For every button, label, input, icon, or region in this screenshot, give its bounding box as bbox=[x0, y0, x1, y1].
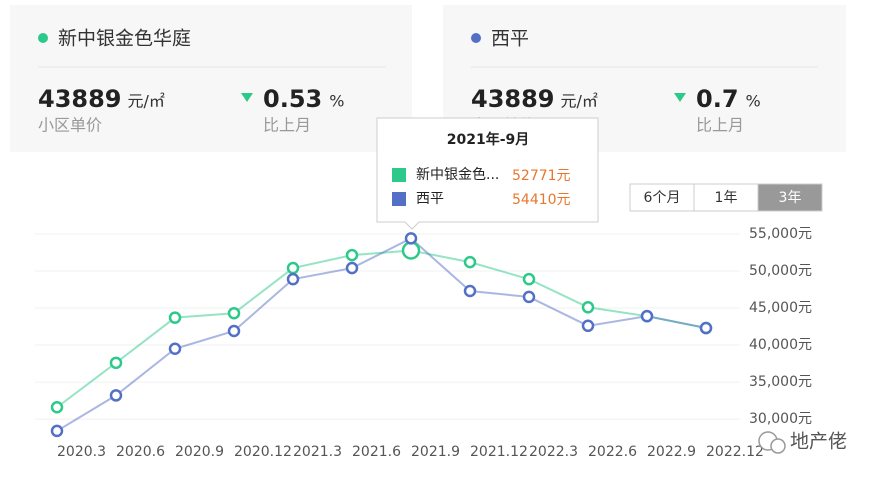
data-point bbox=[286, 261, 300, 275]
y-tick-label: 50,000元 bbox=[749, 263, 812, 279]
x-tick-label: 2022.3 bbox=[529, 444, 578, 460]
x-tick-label: 2020.6 bbox=[116, 444, 165, 460]
y-tick-label: 40,000元 bbox=[749, 337, 812, 353]
change-caption: 比上月 bbox=[696, 116, 744, 135]
price: 43889 bbox=[471, 85, 555, 113]
x-tick-label: 2021.12 bbox=[470, 444, 528, 460]
data-point bbox=[50, 400, 64, 414]
x-tick-label: 2022.9 bbox=[647, 444, 696, 460]
data-point bbox=[168, 311, 182, 324]
tooltip-box bbox=[376, 117, 599, 230]
watermark: 地产佬 bbox=[758, 431, 847, 454]
data-point bbox=[463, 284, 477, 298]
data-point bbox=[699, 321, 713, 335]
down-arrow bbox=[674, 93, 686, 102]
card-name: 新中银金色华庭 bbox=[58, 28, 191, 50]
x-tick-label: 2022.12 bbox=[706, 444, 764, 460]
data-point bbox=[286, 272, 300, 286]
data-point bbox=[109, 389, 123, 402]
tooltip-name: 西平 bbox=[416, 191, 444, 207]
tooltip-swatch bbox=[392, 192, 406, 206]
data-point bbox=[227, 324, 241, 338]
data-point bbox=[522, 272, 536, 286]
series-dot bbox=[38, 33, 48, 43]
tooltip-value: 54410元 bbox=[512, 192, 571, 208]
x-tick-label: 2020.12 bbox=[234, 444, 292, 460]
range-button-label[interactable]: 6个月 bbox=[644, 190, 681, 206]
range-button-label[interactable]: 1年 bbox=[715, 190, 738, 206]
data-point bbox=[345, 248, 359, 262]
x-tick-label: 2021.9 bbox=[411, 444, 460, 460]
data-point bbox=[404, 232, 418, 245]
x-tick-label: 2021.3 bbox=[293, 444, 342, 460]
x-tick-label: 2022.6 bbox=[588, 444, 637, 460]
data-point bbox=[401, 241, 421, 260]
x-tick-label: 2020.3 bbox=[57, 444, 106, 460]
data-point bbox=[522, 290, 536, 304]
y-tick-label: 30,000元 bbox=[749, 411, 812, 427]
price-caption: 小区单价 bbox=[38, 116, 102, 135]
watermark-text: 地产佬 bbox=[790, 431, 847, 453]
tooltip-value: 52771元 bbox=[512, 168, 571, 184]
series-dot bbox=[471, 33, 481, 43]
price-unit: 元/㎡ bbox=[128, 92, 165, 111]
change-unit: % bbox=[329, 92, 344, 111]
data-point bbox=[581, 301, 595, 314]
tooltip-title: 2021年-9月 bbox=[447, 131, 530, 148]
tooltip-swatch bbox=[392, 168, 406, 182]
change: 0.7 bbox=[696, 85, 739, 113]
range-button[interactable] bbox=[757, 183, 823, 212]
series-line bbox=[56, 237, 707, 432]
range-button-label[interactable]: 3年 bbox=[779, 190, 802, 206]
change-unit: % bbox=[746, 92, 761, 111]
data-point bbox=[227, 306, 241, 320]
x-tick-label: 2020.9 bbox=[175, 444, 224, 460]
range-button[interactable] bbox=[629, 183, 695, 212]
data-point bbox=[463, 255, 477, 269]
y-tick-label: 55,000元 bbox=[749, 226, 812, 242]
data-point bbox=[50, 424, 64, 438]
series-line bbox=[56, 249, 707, 409]
price: 43889 bbox=[38, 85, 122, 113]
y-tick-label: 45,000元 bbox=[749, 300, 812, 316]
card-name: 西平 bbox=[491, 28, 529, 50]
down-arrow bbox=[241, 93, 253, 102]
card-bg bbox=[10, 5, 412, 152]
change-caption: 比上月 bbox=[263, 116, 311, 135]
data-point bbox=[109, 356, 123, 370]
tooltip-name: 新中银金色... bbox=[416, 166, 499, 183]
change: 0.53 bbox=[263, 85, 322, 113]
data-point bbox=[168, 342, 182, 356]
x-tick-label: 2021.6 bbox=[352, 444, 401, 460]
price-unit: 元/㎡ bbox=[561, 92, 598, 111]
watermark-icon bbox=[770, 438, 786, 454]
data-point bbox=[581, 319, 595, 333]
y-tick-label: 35,000元 bbox=[749, 374, 812, 390]
data-point bbox=[640, 309, 654, 323]
data-point bbox=[345, 261, 359, 275]
